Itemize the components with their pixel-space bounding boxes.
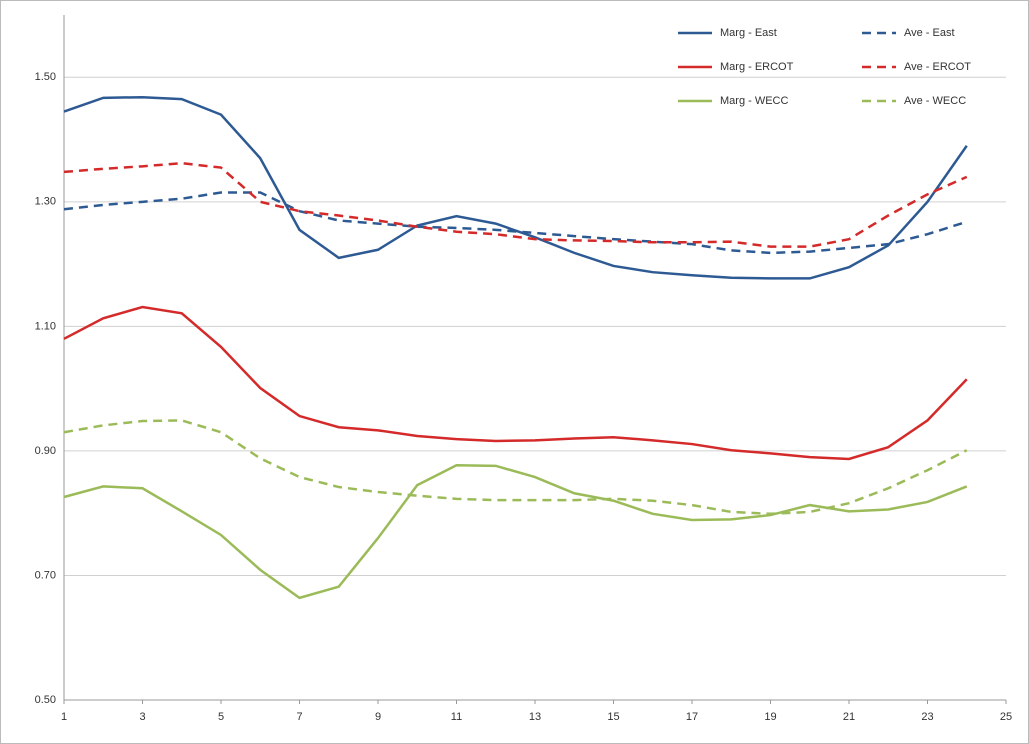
x-tick-label: 3: [139, 711, 145, 723]
legend-label: Marg - East: [720, 27, 777, 39]
y-tick-label: 0.50: [35, 694, 56, 706]
x-tick-label: 25: [1000, 711, 1012, 723]
y-tick-label: 1.10: [35, 320, 56, 332]
x-tick-label: 13: [529, 711, 541, 723]
legend-label: Ave - ERCOT: [904, 61, 971, 73]
series-line: [63, 463, 968, 600]
y-tick-label: 1.50: [35, 71, 56, 83]
x-tick-label: 21: [843, 711, 855, 723]
legend-label: Marg - ERCOT: [720, 61, 794, 73]
series-line: [63, 191, 968, 255]
x-tick-label: 17: [686, 711, 698, 723]
x-tick-label: 9: [375, 711, 381, 723]
series-line: [63, 161, 968, 248]
y-tick-label: 1.30: [35, 196, 56, 208]
x-tick-label: 7: [296, 711, 302, 723]
x-tick-label: 19: [764, 711, 776, 723]
legend-label: Marg - WECC: [720, 95, 789, 107]
x-tick-label: 15: [607, 711, 619, 723]
series-line: [63, 305, 968, 461]
x-tick-label: 11: [451, 711, 462, 723]
legend-label: Ave - WECC: [904, 95, 966, 107]
x-tick-label: 1: [61, 711, 67, 723]
x-tick-label: 23: [921, 711, 933, 723]
y-tick-label: 0.70: [35, 569, 56, 581]
y-tick-label: 0.90: [35, 445, 56, 457]
x-tick-label: 5: [218, 711, 224, 723]
series-line: [63, 419, 968, 516]
legend-label: Ave - East: [904, 27, 955, 39]
